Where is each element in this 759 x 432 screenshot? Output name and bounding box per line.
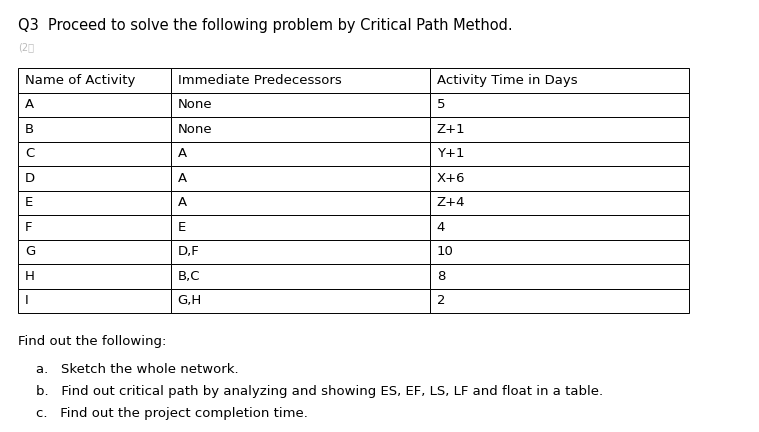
Bar — [18, 215, 171, 239]
Bar — [430, 289, 689, 313]
Text: F: F — [25, 221, 33, 234]
Bar — [430, 68, 689, 92]
Text: E: E — [25, 196, 33, 209]
Text: a.   Sketch the whole network.: a. Sketch the whole network. — [36, 363, 238, 376]
Text: X+6: X+6 — [436, 172, 465, 185]
Bar — [430, 264, 689, 289]
Text: 8: 8 — [436, 270, 446, 283]
Bar — [430, 191, 689, 215]
Bar — [430, 117, 689, 142]
Bar — [18, 142, 171, 166]
Bar — [18, 264, 171, 289]
Bar — [18, 191, 171, 215]
Text: b.   Find out critical path by analyzing and showing ES, EF, LS, LF and float in: b. Find out critical path by analyzing a… — [36, 385, 603, 398]
Bar — [171, 239, 430, 264]
Text: Z+4: Z+4 — [436, 196, 465, 209]
Text: A: A — [25, 98, 34, 111]
Bar — [430, 166, 689, 191]
Text: A: A — [178, 172, 187, 185]
Bar — [18, 68, 171, 92]
Bar — [171, 166, 430, 191]
Text: I: I — [25, 294, 29, 307]
Text: 5: 5 — [436, 98, 446, 111]
Bar — [430, 239, 689, 264]
Text: None: None — [178, 123, 213, 136]
Text: Z+1: Z+1 — [436, 123, 465, 136]
Text: 4: 4 — [436, 221, 446, 234]
Text: B: B — [25, 123, 34, 136]
Bar — [171, 215, 430, 239]
Text: Activity Time in Days: Activity Time in Days — [436, 74, 578, 87]
Bar — [430, 142, 689, 166]
Text: C: C — [25, 147, 34, 160]
Bar — [171, 264, 430, 289]
Bar — [171, 289, 430, 313]
Bar — [171, 142, 430, 166]
Text: 2: 2 — [436, 294, 446, 307]
Text: Find out the following:: Find out the following: — [18, 335, 166, 348]
Bar — [18, 166, 171, 191]
Text: B,C: B,C — [178, 270, 200, 283]
Text: c.   Find out the project completion time.: c. Find out the project completion time. — [36, 407, 308, 420]
Text: G,H: G,H — [178, 294, 202, 307]
Text: E: E — [178, 221, 186, 234]
Text: 10: 10 — [436, 245, 454, 258]
Bar — [18, 239, 171, 264]
Bar — [430, 215, 689, 239]
Bar — [18, 289, 171, 313]
Bar — [171, 92, 430, 117]
Text: D,F: D,F — [178, 245, 200, 258]
Bar — [18, 117, 171, 142]
Bar — [430, 92, 689, 117]
Text: Immediate Predecessors: Immediate Predecessors — [178, 74, 342, 87]
Text: A: A — [178, 147, 187, 160]
Text: H: H — [25, 270, 35, 283]
Text: Q3  Proceed to solve the following problem by Critical Path Method.: Q3 Proceed to solve the following proble… — [18, 18, 512, 33]
Text: None: None — [178, 98, 213, 111]
Text: A: A — [178, 196, 187, 209]
Bar — [171, 117, 430, 142]
Text: Name of Activity: Name of Activity — [25, 74, 135, 87]
Text: Y+1: Y+1 — [436, 147, 465, 160]
Text: G: G — [25, 245, 35, 258]
Bar — [171, 191, 430, 215]
Bar — [18, 92, 171, 117]
Text: D: D — [25, 172, 35, 185]
Text: (2⧠: (2⧠ — [18, 42, 34, 52]
Bar — [171, 68, 430, 92]
